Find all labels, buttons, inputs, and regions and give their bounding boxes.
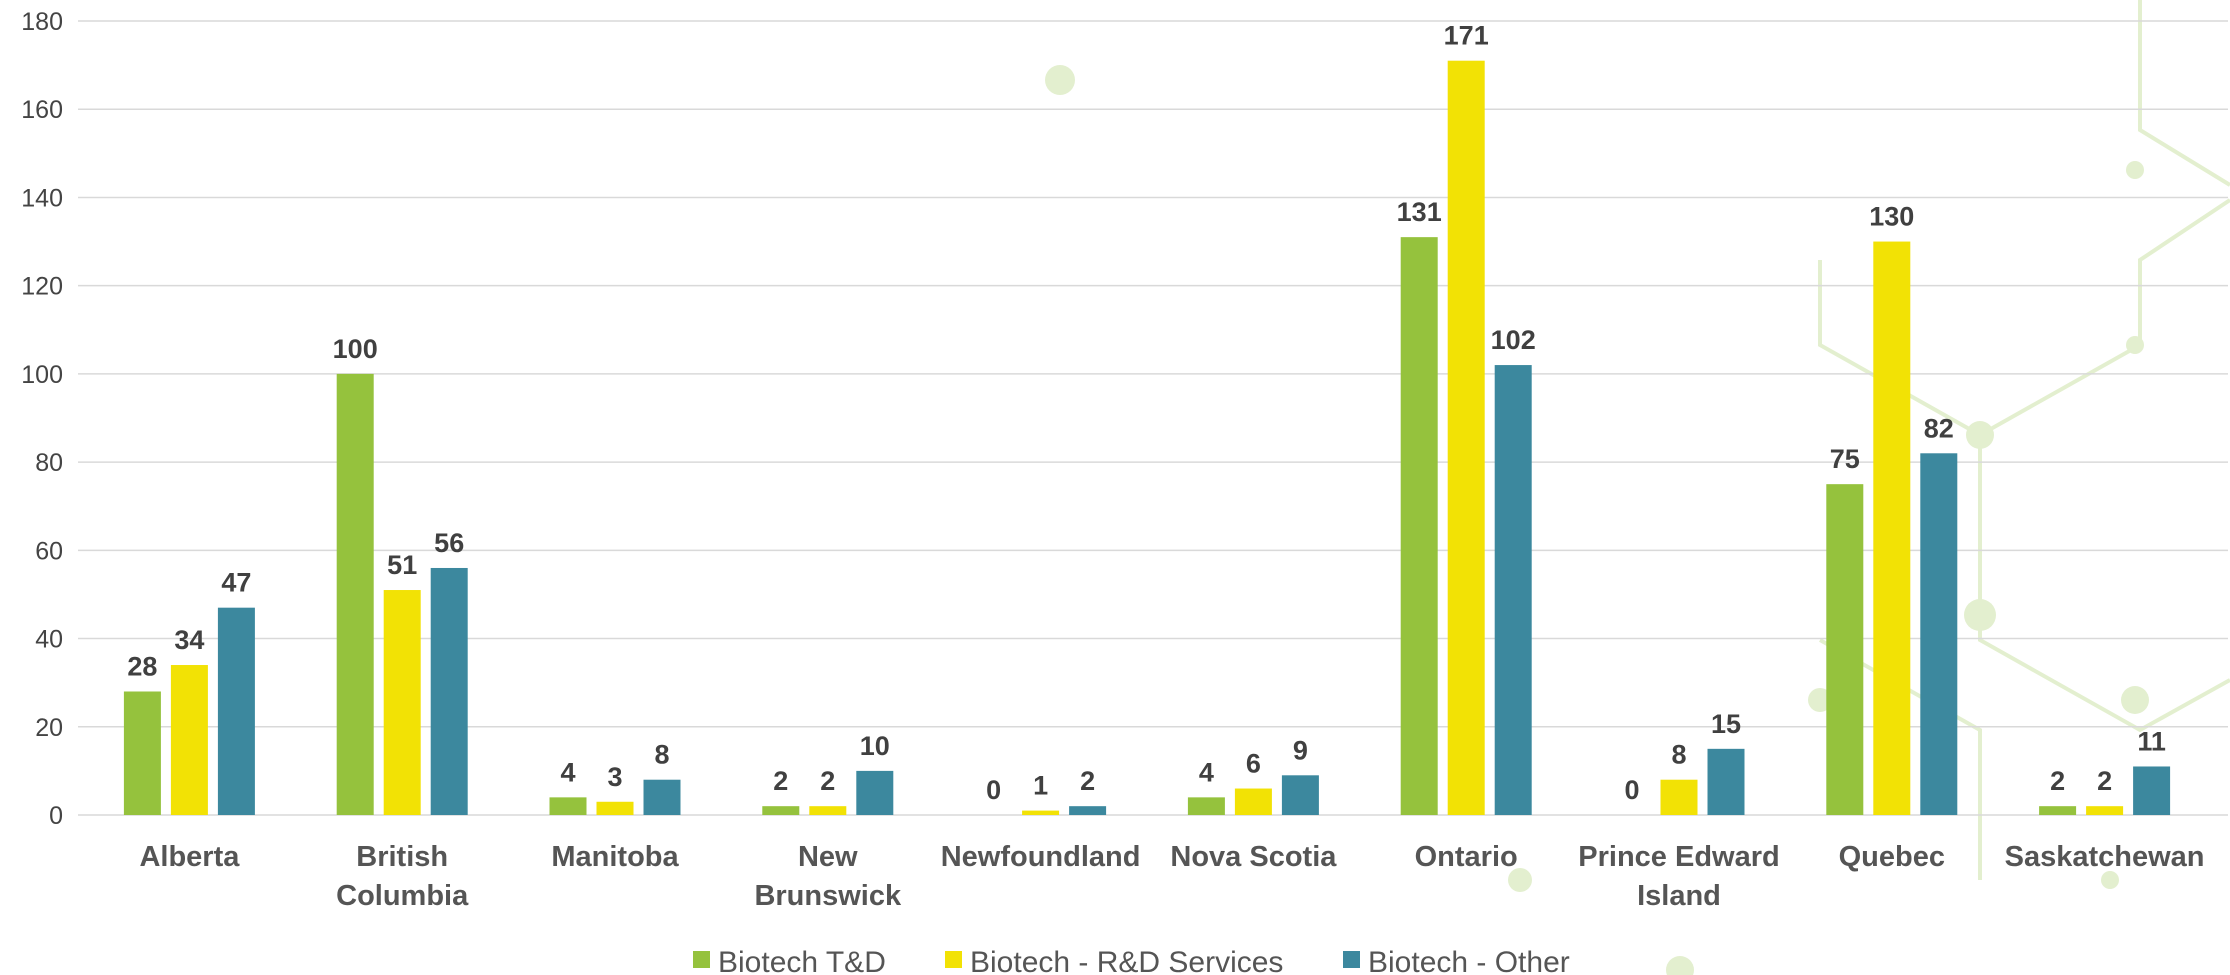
data-label: 9: [1293, 735, 1308, 765]
bar: [1707, 748, 1745, 815]
y-tick-label: 60: [35, 537, 63, 565]
y-tick-label: 120: [21, 273, 63, 301]
y-tick-label: 180: [21, 8, 63, 36]
bar: [1826, 484, 1864, 815]
bar: [809, 806, 847, 815]
data-label: 0: [986, 775, 1001, 805]
legend-swatch: [945, 951, 962, 968]
data-label: 0: [1624, 775, 1639, 805]
data-label: 56: [434, 528, 464, 558]
bar: [2133, 766, 2171, 815]
bar: [549, 797, 587, 815]
data-label: 102: [1491, 325, 1536, 355]
bar: [643, 779, 681, 815]
bar: [856, 770, 894, 815]
data-label: 131: [1397, 197, 1442, 227]
category-label: Saskatchewan: [2005, 841, 2205, 873]
bar: [170, 665, 208, 815]
data-label: 171: [1444, 21, 1489, 51]
bars: [123, 60, 2171, 816]
bar: [1234, 788, 1272, 815]
category-label: Quebec: [1839, 841, 1945, 873]
bar: [123, 691, 161, 815]
bar: [336, 373, 374, 815]
y-axis-tick-labels: 0 20 40 60 80 100 120 140 160 180: [21, 8, 63, 830]
bar: [1069, 806, 1107, 815]
bar: [383, 590, 421, 815]
bar: [2039, 806, 2077, 815]
category-label: Island: [1637, 880, 1721, 912]
category-label: Ontario: [1415, 841, 1518, 873]
bar: [596, 801, 634, 815]
data-label: 2: [1080, 766, 1095, 796]
x-axis-category-labels: Alberta British Columbia Manitoba New Brunswi…: [139, 841, 2204, 912]
data-label: 2: [820, 766, 835, 796]
data-label: 47: [221, 568, 251, 598]
category-label: Columbia: [336, 880, 469, 912]
data-label: 6: [1246, 749, 1261, 779]
y-tick-label: 40: [35, 626, 63, 654]
bar: [1400, 237, 1438, 816]
bar: [1873, 241, 1911, 816]
bar: [1281, 775, 1319, 815]
category-label: Prince Edward: [1578, 841, 1779, 873]
legend-label: Biotech - Other: [1368, 946, 1570, 975]
data-label: 8: [654, 740, 669, 770]
data-label: 15: [1711, 709, 1741, 739]
bar: [1187, 797, 1225, 815]
y-tick-label: 0: [49, 802, 63, 830]
category-label: Alberta: [139, 841, 240, 873]
bar: [1660, 779, 1698, 815]
data-label: 100: [333, 334, 378, 364]
y-tick-label: 140: [21, 184, 63, 212]
bar: [1920, 453, 1958, 815]
y-tick-label: 160: [21, 96, 63, 124]
legend: Biotech T&D Biotech - R&D Services Biotech…: [693, 946, 1570, 975]
legend-swatch: [693, 951, 710, 968]
data-label: 75: [1830, 444, 1860, 474]
legend-swatch: [1343, 951, 1360, 968]
data-label: 4: [560, 757, 575, 787]
data-label: 8: [1671, 740, 1686, 770]
y-tick-label: 100: [21, 361, 63, 389]
data-label: 4: [1199, 757, 1214, 787]
data-label: 2: [773, 766, 788, 796]
bar: [1494, 365, 1532, 815]
bar: [430, 567, 468, 815]
y-tick-label: 80: [35, 449, 63, 477]
legend-label: Biotech - R&D Services: [970, 946, 1283, 975]
bar: [217, 607, 255, 815]
data-label: 3: [607, 762, 622, 792]
bar: [1022, 810, 1060, 815]
bar: [2086, 806, 2124, 815]
data-label: 11: [2137, 726, 2166, 756]
data-label: 2: [2097, 766, 2112, 796]
bar: [762, 806, 800, 815]
data-label: 28: [127, 651, 157, 681]
data-label: 34: [174, 625, 204, 655]
y-tick-label: 20: [35, 714, 63, 742]
data-label: 82: [1924, 413, 1954, 443]
data-label: 10: [860, 731, 890, 761]
bar: [1447, 60, 1485, 815]
data-label: 130: [1869, 202, 1914, 232]
category-label: Brunswick: [754, 880, 902, 912]
category-label: Manitoba: [551, 841, 679, 873]
category-label: New: [798, 841, 858, 873]
background-molecule-pattern: [1045, 0, 2230, 975]
category-label: Nova Scotia: [1170, 841, 1337, 873]
data-label: 1: [1033, 771, 1048, 801]
category-label: Newfoundland: [941, 841, 1141, 873]
data-label: 2: [2050, 766, 2065, 796]
category-label: British: [356, 841, 448, 873]
legend-label: Biotech T&D: [718, 946, 886, 975]
data-label: 51: [387, 550, 417, 580]
